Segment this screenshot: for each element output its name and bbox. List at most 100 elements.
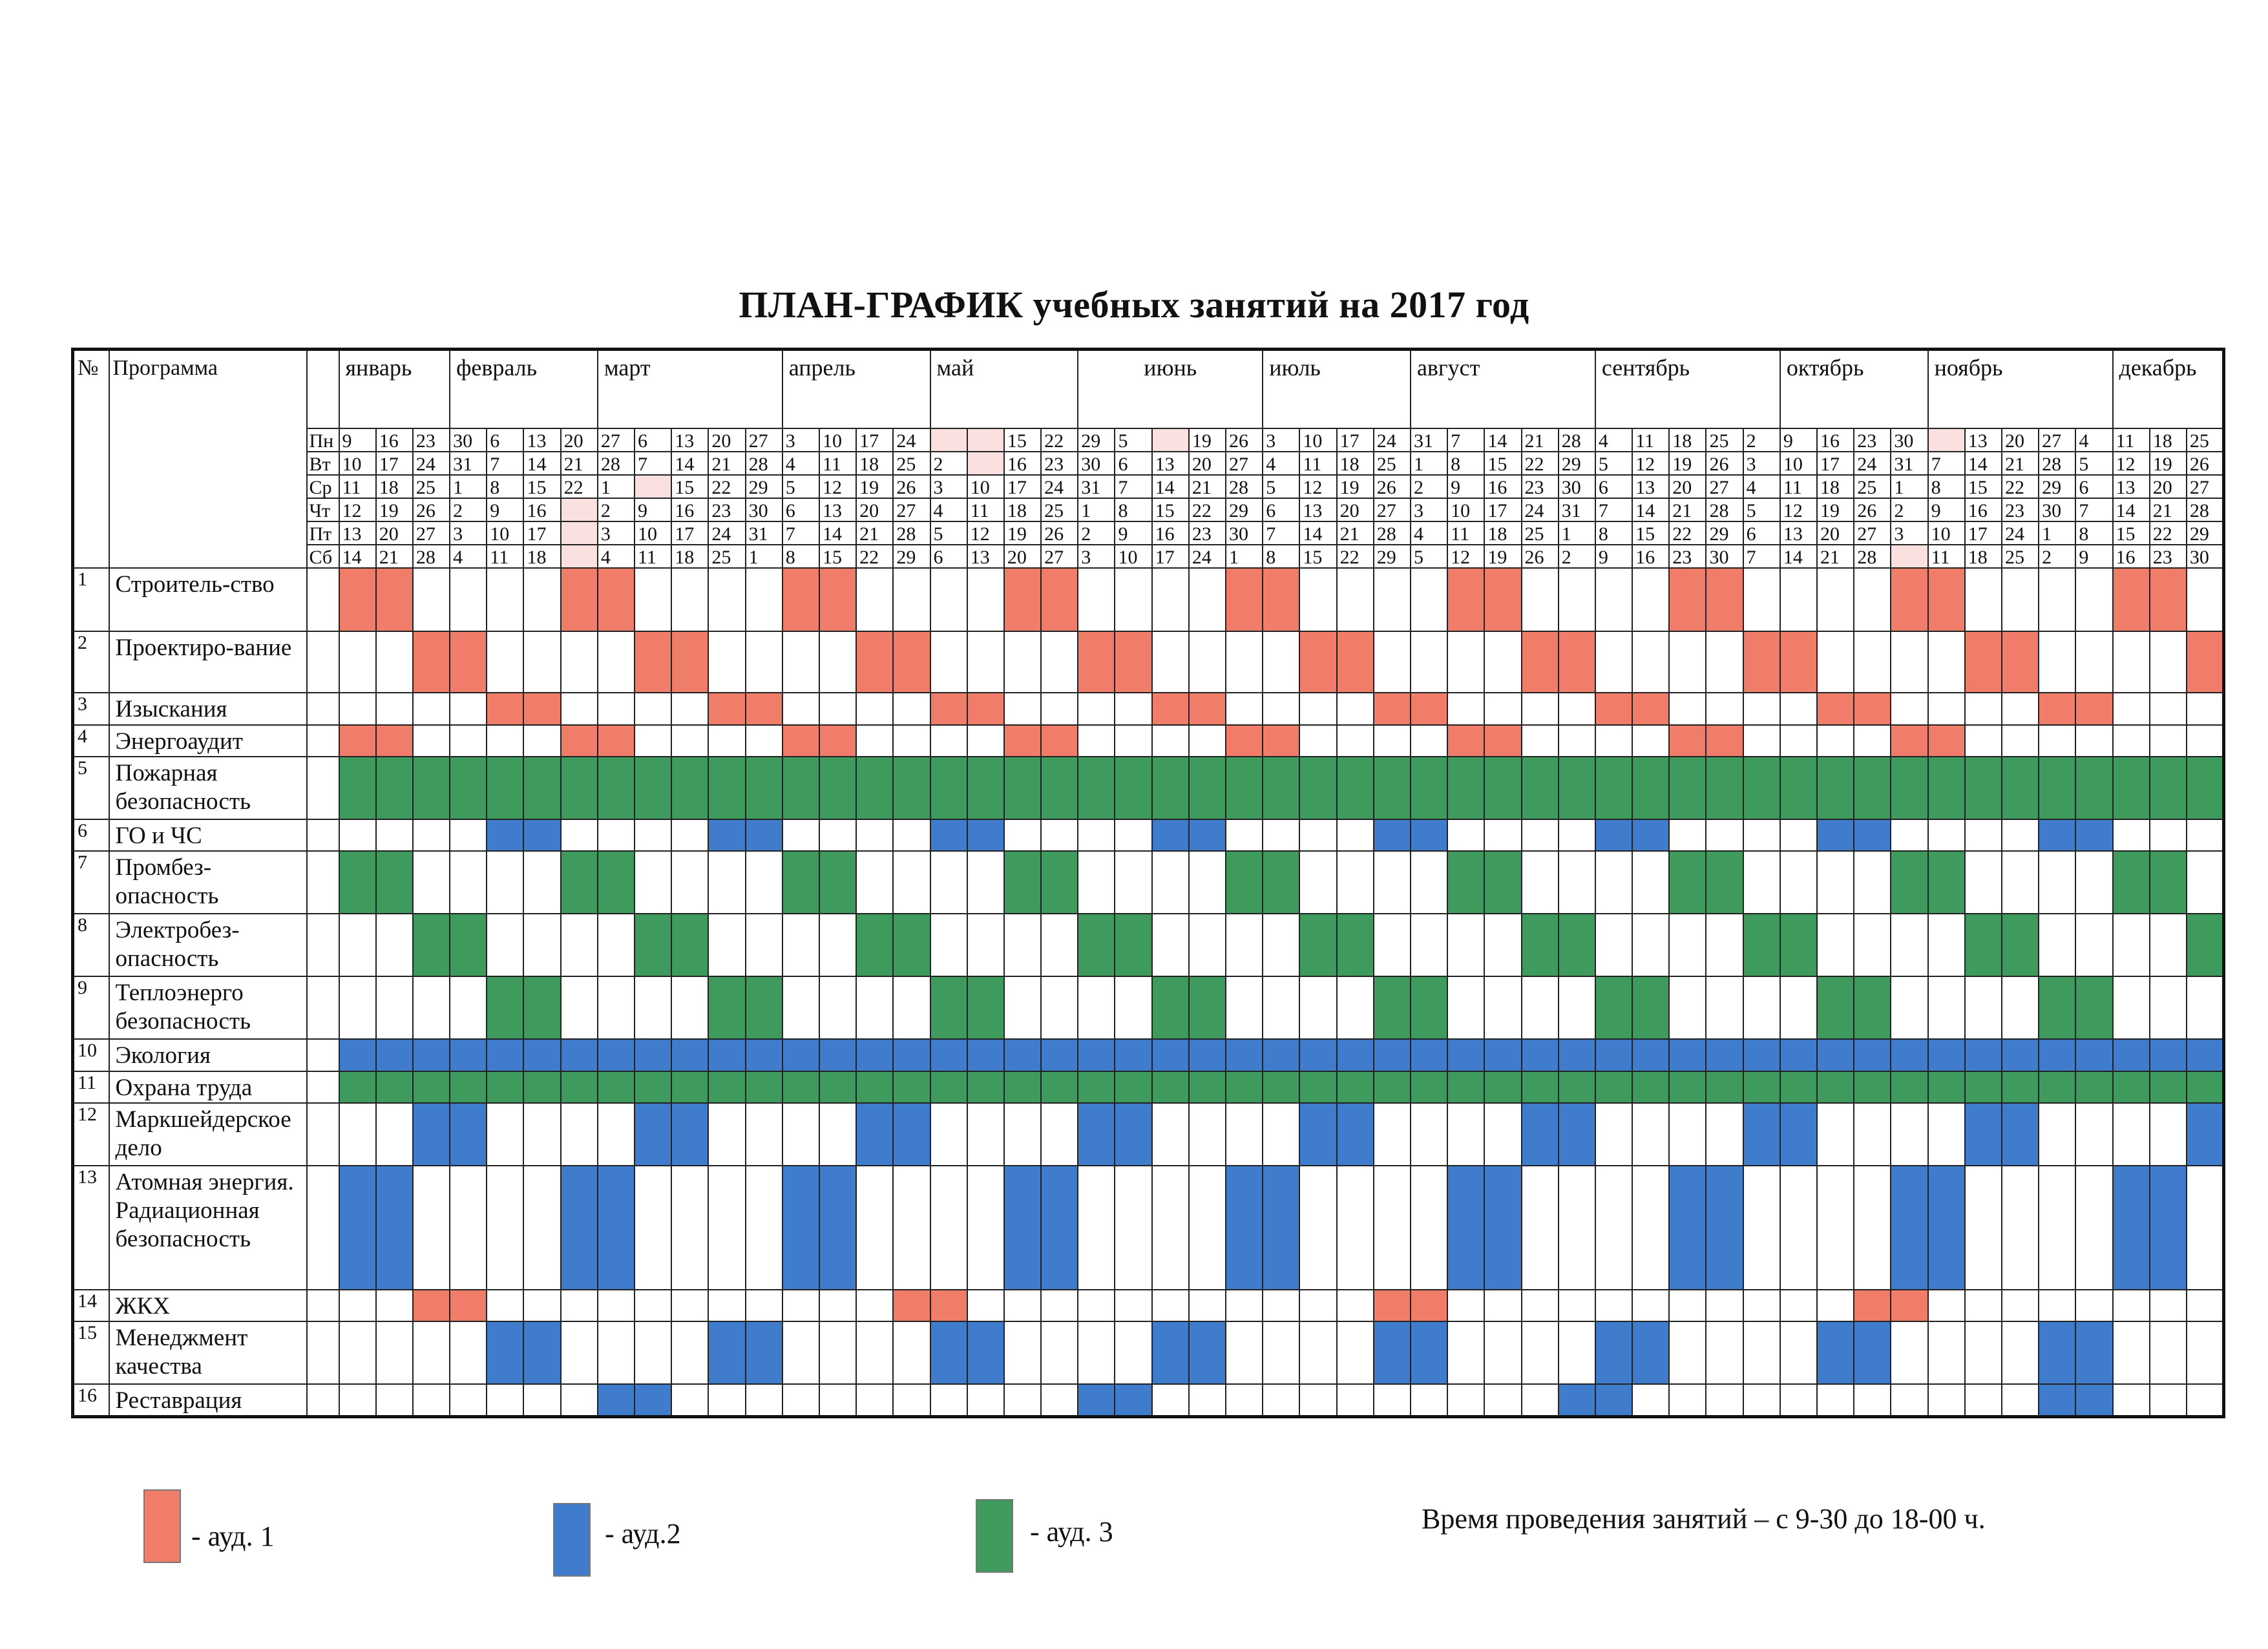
schedule-slot [2038, 567, 2077, 632]
weekday-spacer [306, 976, 340, 1040]
schedule-slot-filled [412, 912, 451, 977]
day-number: 13 [338, 520, 377, 545]
day-number: 7 [486, 450, 525, 476]
day-number: 22 [856, 543, 894, 569]
schedule-slot [1077, 850, 1116, 914]
schedule-slot [1557, 1288, 1596, 1322]
day-number: 12 [2112, 450, 2150, 476]
schedule-slot [1484, 912, 1522, 977]
schedule-slot-filled [633, 912, 673, 977]
day-number: 5 [1742, 497, 1781, 522]
schedule-slot [671, 567, 709, 632]
program-name: Реставрация [108, 1383, 308, 1417]
schedule-slot-filled [1594, 755, 1633, 820]
program-number: 12 [72, 1102, 110, 1166]
schedule-slot-filled [1594, 1038, 1633, 1072]
schedule-slot-filled [1816, 975, 1855, 1040]
schedule-slot [2075, 850, 2114, 914]
schedule-slot [1003, 630, 1042, 693]
schedule-slot-filled [1927, 724, 1966, 757]
schedule-slot [744, 630, 783, 693]
schedule-slot-filled [596, 850, 636, 914]
schedule-slot [1816, 912, 1855, 977]
program-row: 2 Проектиро-вание [72, 630, 2225, 693]
schedule-slot [1668, 630, 1707, 693]
schedule-slot [1372, 1102, 1411, 1166]
day-number: 28 [1224, 474, 1264, 499]
schedule-slot [1003, 1102, 1042, 1166]
schedule-slot-filled [708, 691, 746, 726]
schedule-slot [1668, 975, 1707, 1040]
schedule-slot [1668, 691, 1707, 726]
day-number: 19 [856, 474, 894, 499]
schedule-slot [1890, 975, 1929, 1040]
schedule-slot [1299, 1164, 1338, 1290]
schedule-slot [1705, 1288, 1744, 1322]
schedule-slot-filled [338, 1038, 377, 1072]
page-title: ПЛАН-ГРАФИК учебных занятий на 2017 год [739, 284, 1529, 326]
day-number: 16 [375, 427, 414, 452]
day-number: 20 [1003, 543, 1042, 569]
day-number: 16 [523, 497, 562, 522]
day-number: 1 [449, 474, 488, 499]
schedule-slot [1890, 912, 1929, 977]
day-number: 21 [708, 450, 746, 476]
day-number: 8 [1594, 520, 1633, 545]
day-number [1151, 427, 1190, 452]
schedule-slot-filled [1299, 630, 1338, 693]
program-row: 13 Атомная энергия. Радиационная безопасн… [72, 1164, 2225, 1290]
schedule-slot-filled [1964, 755, 2002, 820]
header-program: Программа [108, 348, 308, 569]
schedule-slot-filled [1151, 1070, 1190, 1104]
day-number: 27 [596, 427, 636, 452]
schedule-slot [1114, 691, 1153, 726]
weekday-label: Пн [306, 427, 340, 452]
schedule-slot-filled [1557, 912, 1596, 977]
schedule-slot-filled [1742, 755, 1781, 820]
schedule-slot [1632, 724, 1670, 757]
schedule-slot [1668, 912, 1707, 977]
schedule-slot-filled [744, 1038, 783, 1072]
day-number: 2 [449, 497, 488, 522]
schedule-slot [818, 1320, 857, 1385]
schedule-slot [2112, 975, 2150, 1040]
day-number: 26 [1224, 427, 1264, 452]
schedule-slot [1927, 691, 1966, 726]
schedule-slot [1077, 724, 1116, 757]
day-number: 9 [1447, 474, 1486, 499]
schedule-slot-filled [1114, 1102, 1153, 1166]
schedule-slot [1557, 818, 1596, 852]
program-number: 13 [72, 1164, 110, 1290]
schedule-slot [1447, 1288, 1486, 1322]
schedule-slot [2075, 724, 2114, 757]
schedule-slot [1262, 1383, 1301, 1417]
schedule-slot-filled [1114, 1383, 1153, 1417]
schedule-slot [523, 1164, 562, 1290]
schedule-slot [1816, 567, 1855, 632]
schedule-slot [856, 691, 894, 726]
schedule-slot [1003, 975, 1042, 1040]
schedule-slot-filled [486, 755, 525, 820]
day-number: 7 [1262, 520, 1301, 545]
schedule-slot [1853, 567, 1892, 632]
legend-swatch-aud3 [976, 1499, 1013, 1573]
schedule-slot-filled [671, 1038, 709, 1072]
schedule-slot-filled [1632, 818, 1670, 852]
schedule-slot-filled [2038, 1038, 2077, 1072]
schedule-slot [2185, 1320, 2225, 1385]
day-number: 12 [1447, 543, 1486, 569]
schedule-slot-filled [892, 1102, 931, 1166]
schedule-slot-filled [1262, 567, 1301, 632]
schedule-slot [1853, 912, 1892, 977]
schedule-slot [1336, 818, 1374, 852]
day-number: 5 [1114, 427, 1153, 452]
schedule-slot-filled [1557, 1038, 1596, 1072]
schedule-slot-filled [1188, 975, 1227, 1040]
schedule-slot-filled [1003, 755, 1042, 820]
schedule-slot-filled [929, 1038, 968, 1072]
schedule-slot-filled [818, 567, 857, 632]
schedule-slot [1484, 1320, 1522, 1385]
schedule-slot-filled [2075, 1320, 2114, 1385]
schedule-slot [1003, 818, 1042, 852]
schedule-slot [1447, 1102, 1486, 1166]
